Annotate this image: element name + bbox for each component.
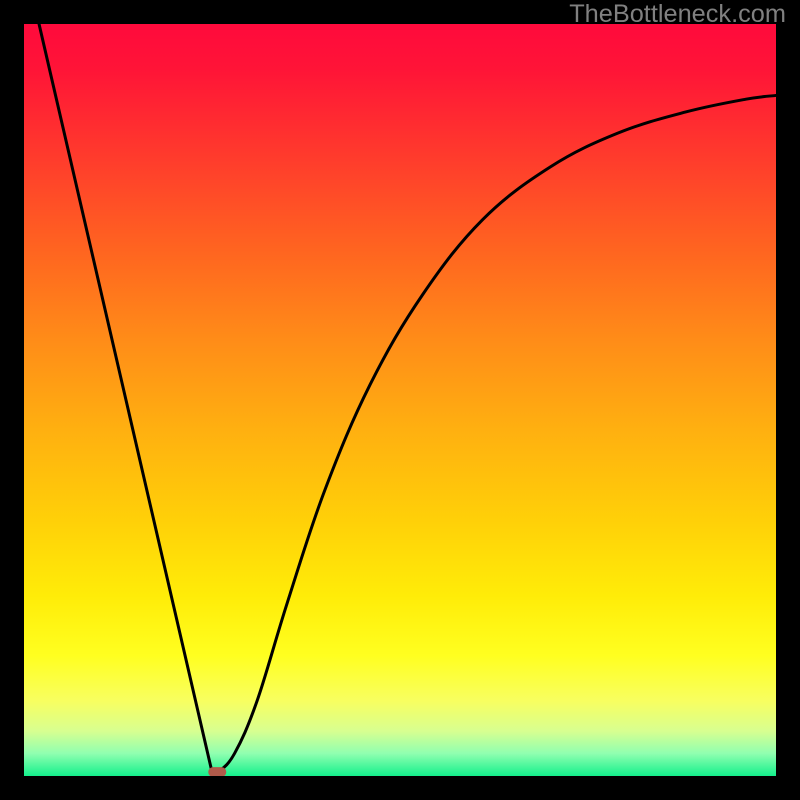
watermark-text: TheBottleneck.com: [569, 0, 786, 29]
bottleneck-chart: TheBottleneck.com: [0, 0, 800, 800]
chart-frame: [0, 0, 800, 800]
